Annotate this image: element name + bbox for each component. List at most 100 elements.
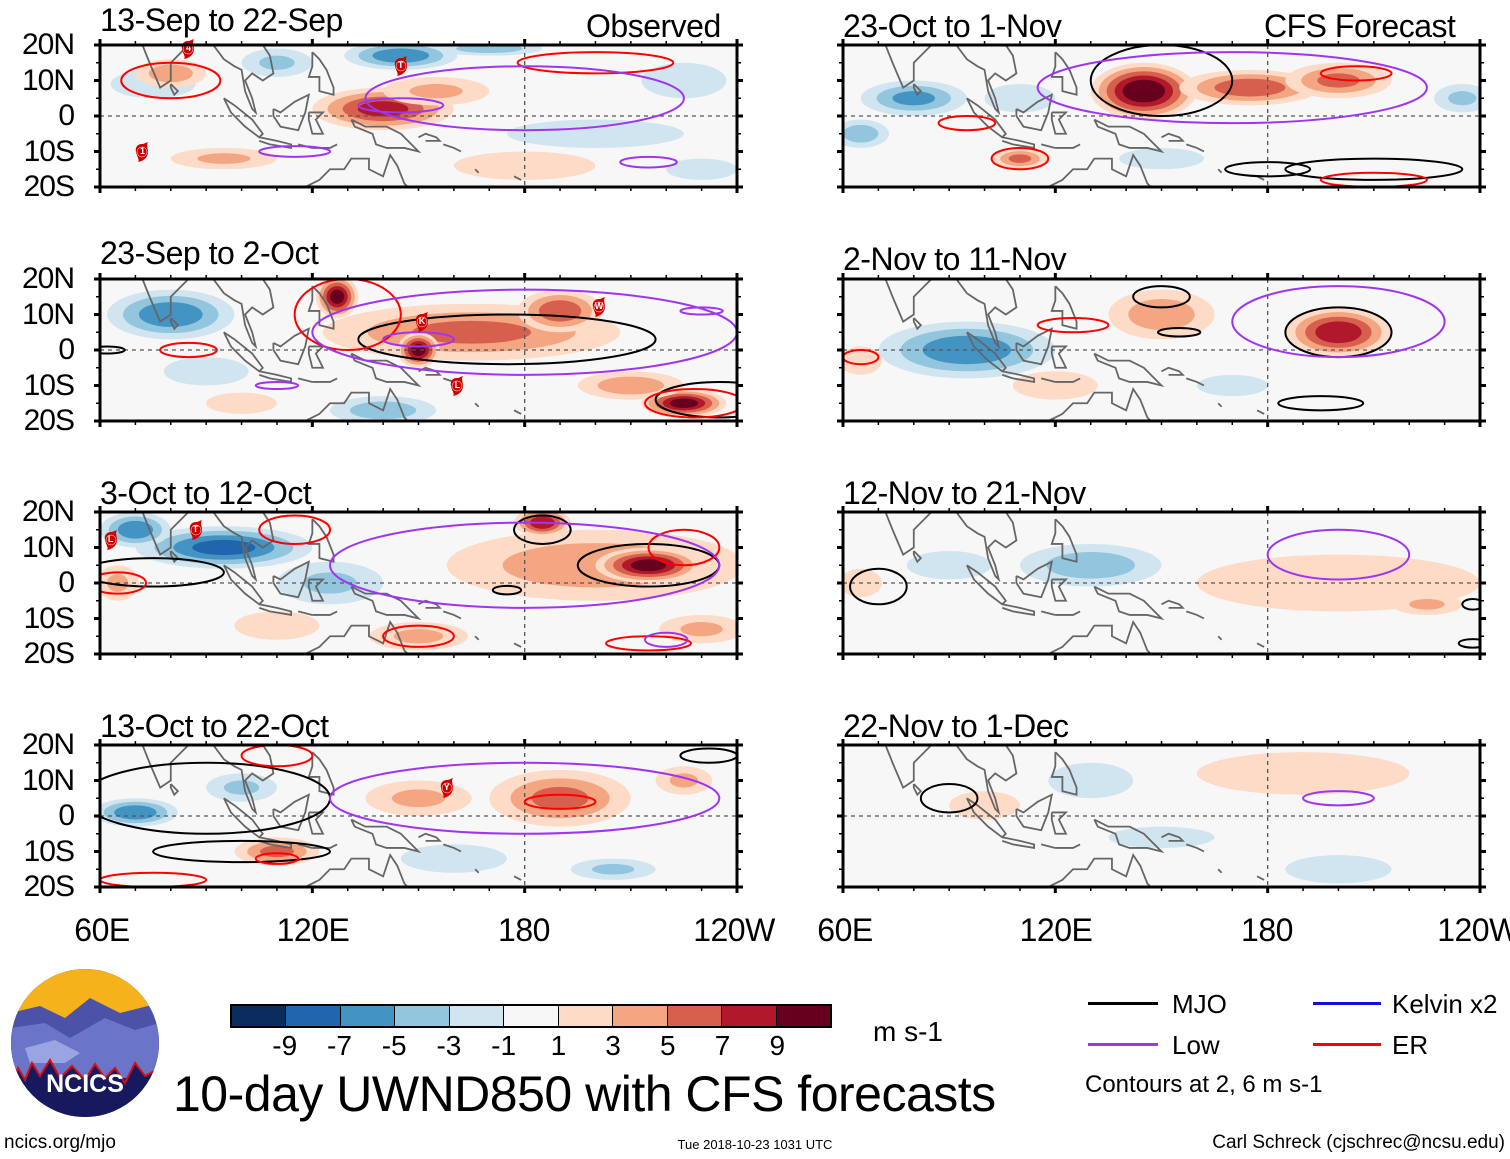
lat-label: 10S <box>23 134 75 168</box>
coastline <box>1002 371 1034 382</box>
lat-label: 20N <box>21 495 75 528</box>
coastline <box>259 371 291 382</box>
er-contour <box>242 745 313 766</box>
mjo-contour <box>358 315 655 365</box>
westerly-anomaly-region <box>412 320 532 344</box>
coastline <box>291 155 425 187</box>
cyclone-label: W <box>594 301 604 312</box>
lat-label: 0 <box>58 99 75 132</box>
colorbar-units: m s-1 <box>873 1016 943 1047</box>
tropical-cyclone-icon: T <box>188 519 204 540</box>
coastline <box>312 611 337 615</box>
er-contour <box>645 389 737 417</box>
cyclone-label: Y <box>443 781 450 792</box>
lon-label: 120W <box>693 912 775 948</box>
coastline <box>309 579 323 600</box>
lat-label: 10S <box>23 368 75 402</box>
easterly-anomaly-region <box>1448 91 1477 106</box>
coastline <box>1034 855 1168 887</box>
panel-title: 13-Oct to 22-Oct <box>100 708 329 744</box>
coastline <box>1052 346 1066 367</box>
er-contour <box>383 626 454 647</box>
coastline <box>967 565 1006 604</box>
coastline <box>443 844 461 851</box>
easterly-anomaly-region <box>400 844 507 873</box>
low-contour <box>620 157 677 168</box>
colorbar-swatch <box>558 1006 614 1026</box>
cyclone-label: T <box>192 523 199 534</box>
coastline <box>1002 604 1034 615</box>
colorbar-tick-label: 9 <box>769 1030 786 1061</box>
easterly-anomaly-region <box>892 91 936 106</box>
coastline <box>1257 876 1264 880</box>
logo-text: NCICS <box>46 1070 124 1098</box>
westerly-anomaly-region <box>391 789 446 808</box>
easterly-anomaly-region <box>843 124 879 143</box>
westerly-anomaly-region <box>680 622 723 637</box>
cyclone-label: K <box>418 315 426 326</box>
mjo-contour <box>514 516 571 544</box>
coastline <box>1257 643 1264 647</box>
easterly-anomaly-region <box>1119 147 1204 170</box>
easterly-anomaly-region <box>192 539 256 556</box>
tropical-cyclone-icon: 1 <box>134 141 150 162</box>
coastline <box>914 84 921 95</box>
column-label-observed: Observed <box>586 8 721 44</box>
coastline <box>1052 812 1066 833</box>
footer-url[interactable]: ncics.org/mjo <box>4 1132 116 1153</box>
coastline <box>1052 752 1077 795</box>
coastline <box>1218 403 1222 407</box>
coastline <box>1041 144 1055 148</box>
coastline <box>475 636 479 640</box>
column-label-forecast: CFS Forecast <box>1264 8 1456 44</box>
map-canvas <box>843 745 1480 887</box>
map-frame <box>94 273 743 427</box>
lon-label: 120E <box>276 912 350 948</box>
coastline <box>291 622 425 654</box>
coastline <box>1016 95 1051 131</box>
coastline <box>171 84 178 95</box>
map-panel <box>837 506 1486 660</box>
coastline <box>475 169 479 173</box>
coastline <box>1055 378 1080 382</box>
cyclone-label: T <box>398 60 404 71</box>
colorbar-tick-label: -1 <box>491 1030 517 1061</box>
lat-label: 10N <box>21 63 75 97</box>
cyclone-label: 4 <box>185 42 191 53</box>
low-contour <box>256 382 298 389</box>
mjo-contour <box>1133 286 1190 307</box>
coastline <box>298 378 312 382</box>
mjo-contour <box>1285 159 1462 180</box>
westerly-anomaly-region <box>1409 598 1445 610</box>
lat-label: 0 <box>58 333 75 366</box>
er-contour <box>100 873 206 887</box>
coastline <box>259 837 291 848</box>
lat-label: 10S <box>23 834 75 868</box>
lat-label: 20S <box>23 404 75 437</box>
westerly-anomaly-region <box>330 289 345 304</box>
coastline <box>514 876 521 880</box>
coastline <box>419 134 440 141</box>
legend-label: ER <box>1392 1030 1429 1060</box>
coastline <box>309 286 334 329</box>
colorbar-swatch <box>776 1006 830 1026</box>
er-contour <box>295 279 401 350</box>
coastline <box>1218 636 1222 640</box>
coastline <box>1016 329 1051 365</box>
mjo-contour <box>921 784 978 812</box>
colorbar-tick-label: 1 <box>550 1030 567 1061</box>
westerly-anomaly-region <box>1315 321 1362 344</box>
tropical-cyclone-icon: W <box>591 297 607 318</box>
lat-label: 20N <box>21 262 75 295</box>
coastline <box>475 403 479 407</box>
easterly-anomaly-region <box>163 357 249 386</box>
colorbar-tick-label: -5 <box>381 1030 407 1061</box>
coastline <box>351 820 418 852</box>
legend-line-kelvin <box>1313 1002 1381 1005</box>
coastline <box>1002 837 1034 848</box>
map-panel: Y <box>94 739 743 893</box>
easterly-anomaly-region <box>506 119 684 148</box>
coastline <box>1162 601 1183 608</box>
low-contour <box>312 290 737 375</box>
